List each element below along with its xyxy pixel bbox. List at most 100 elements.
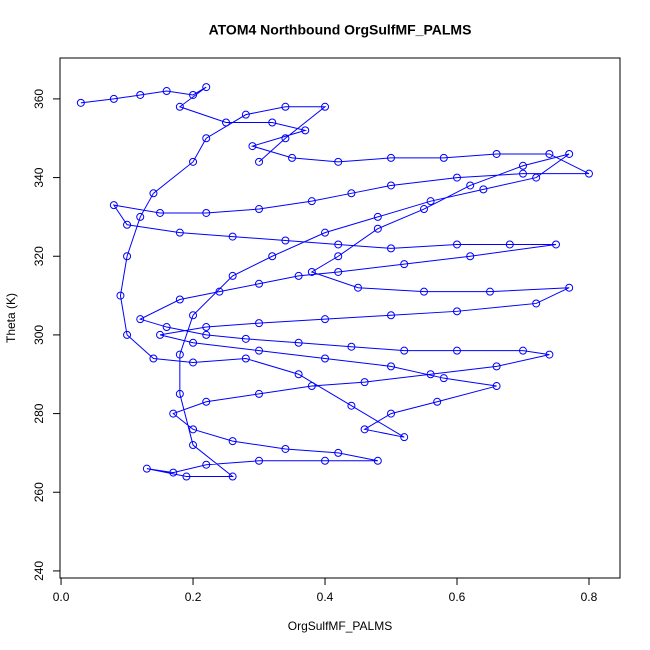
data-point xyxy=(228,472,237,481)
data-point xyxy=(453,307,462,316)
data-point xyxy=(565,283,574,292)
data-point xyxy=(175,295,184,304)
data-point xyxy=(189,441,198,450)
data-point xyxy=(255,456,264,465)
data-point xyxy=(116,291,125,300)
data-point xyxy=(255,279,264,288)
data-point xyxy=(420,205,429,214)
data-point xyxy=(373,456,382,465)
data-point xyxy=(584,169,593,178)
data-line xyxy=(80,86,590,478)
data-point xyxy=(518,161,527,170)
data-point xyxy=(347,401,356,410)
x-tick-label: 0.8 xyxy=(581,590,598,604)
data-point xyxy=(347,189,356,198)
data-point xyxy=(532,299,541,308)
data-point xyxy=(400,260,409,269)
data-point xyxy=(136,315,145,324)
data-point xyxy=(518,346,527,355)
data-point xyxy=(202,397,211,406)
data-point xyxy=(255,319,264,328)
data-point xyxy=(420,287,429,296)
data-point xyxy=(387,244,396,253)
data-point xyxy=(485,287,494,296)
data-point xyxy=(518,169,527,178)
y-tick-label: 280 xyxy=(32,403,46,423)
data-point xyxy=(202,83,211,92)
data-point xyxy=(255,346,264,355)
data-point xyxy=(334,267,343,276)
data-point xyxy=(426,370,435,379)
data-point xyxy=(268,252,277,261)
data-point xyxy=(294,370,303,379)
data-point xyxy=(255,389,264,398)
data-point xyxy=(136,90,145,99)
y-tick-label: 360 xyxy=(32,89,46,109)
data-point xyxy=(123,220,132,229)
data-point xyxy=(347,342,356,351)
x-tick-label: 0.2 xyxy=(185,590,202,604)
data-point xyxy=(175,350,184,359)
data-point xyxy=(387,153,396,162)
y-tick-label: 300 xyxy=(32,325,46,345)
data-point xyxy=(532,173,541,182)
data-point xyxy=(453,240,462,249)
data-point xyxy=(123,252,132,261)
data-point xyxy=(189,358,198,367)
data-point xyxy=(307,197,316,206)
data-point xyxy=(453,346,462,355)
data-point xyxy=(334,157,343,166)
data-point xyxy=(492,362,501,371)
data-point xyxy=(255,157,264,166)
data-point xyxy=(241,110,250,119)
data-point xyxy=(321,228,330,237)
data-point xyxy=(202,460,211,469)
data-point xyxy=(426,197,435,206)
data-point xyxy=(387,311,396,320)
data-point xyxy=(189,425,198,434)
data-point xyxy=(294,338,303,347)
data-point xyxy=(255,205,264,214)
data-point xyxy=(156,330,165,339)
data-point xyxy=(189,338,198,347)
data-point xyxy=(307,382,316,391)
data-point xyxy=(175,102,184,111)
data-point xyxy=(360,378,369,387)
data-point xyxy=(202,208,211,217)
data-point xyxy=(136,212,145,221)
data-point xyxy=(288,153,297,162)
plot-frame xyxy=(59,57,621,579)
data-point xyxy=(281,134,290,143)
data-point xyxy=(479,185,488,194)
data-point xyxy=(545,350,554,359)
data-point xyxy=(321,354,330,363)
data-point xyxy=(387,362,396,371)
y-tick-label: 320 xyxy=(32,246,46,266)
data-point xyxy=(76,98,85,107)
x-axis-label: OrgSulfMF_PALMS xyxy=(288,619,392,633)
data-point xyxy=(248,142,257,151)
y-tick-label: 260 xyxy=(32,482,46,502)
data-point xyxy=(182,472,191,481)
data-point xyxy=(492,382,501,391)
data-point xyxy=(551,240,560,249)
data-point xyxy=(387,409,396,418)
data-point xyxy=(400,346,409,355)
data-point xyxy=(334,252,343,261)
data-point xyxy=(241,354,250,363)
data-point xyxy=(334,448,343,457)
data-point xyxy=(334,240,343,249)
data-point xyxy=(142,464,151,473)
data-point xyxy=(202,330,211,339)
data-point xyxy=(156,208,165,217)
data-point xyxy=(228,271,237,280)
y-tick-label: 240 xyxy=(32,561,46,581)
data-point xyxy=(169,468,178,477)
chart-title: ATOM4 Northbound OrgSulfMF_PALMS xyxy=(209,22,472,38)
data-point xyxy=(202,134,211,143)
data-point xyxy=(294,271,303,280)
data-point xyxy=(189,90,198,99)
data-point xyxy=(169,409,178,418)
